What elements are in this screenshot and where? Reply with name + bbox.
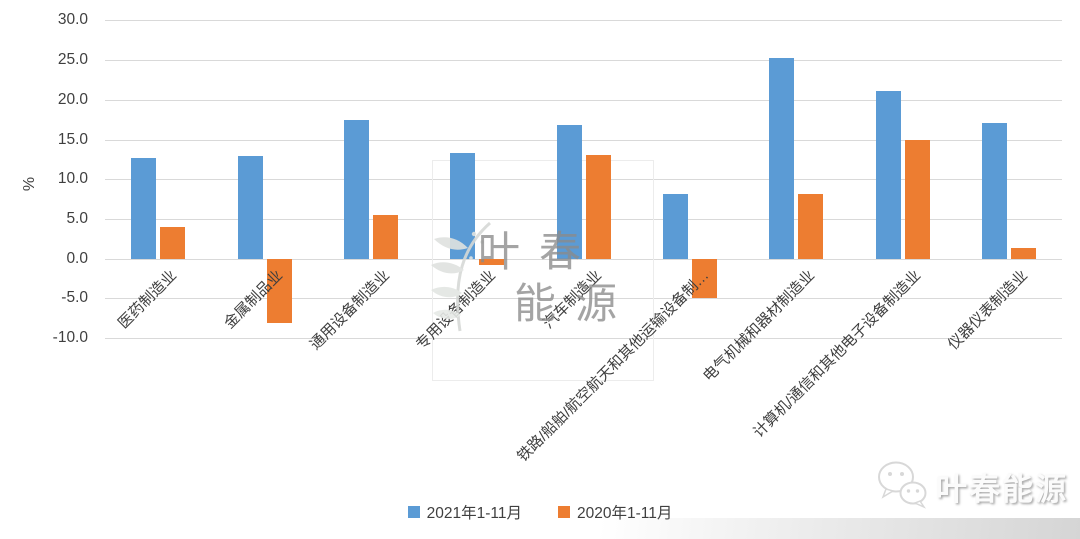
bar-series-2020	[691, 258, 717, 299]
bar-series-2020	[904, 139, 930, 259]
y-tick-label: 0.0	[66, 249, 88, 267]
bar-series-2020	[798, 194, 824, 259]
gridline	[105, 258, 1062, 260]
legend-item: 2020年1-11月	[558, 501, 672, 523]
bar-series-2020	[160, 226, 186, 259]
legend-label: 2021年1-11月	[426, 505, 522, 522]
gridline	[105, 60, 1062, 62]
bar-series-2021	[769, 57, 795, 259]
bar-series-2020	[585, 155, 611, 259]
x-category-label: 仪器仪表制造业	[944, 267, 1031, 354]
bar-series-2020	[266, 258, 292, 323]
center-watermark-box	[432, 160, 654, 381]
center-watermark-line2: 能源	[514, 280, 637, 327]
gridline	[105, 99, 1062, 101]
gridline	[105, 20, 1062, 22]
y-tick-label: 15.0	[57, 130, 88, 148]
bar-series-2020	[1010, 248, 1036, 259]
legend-swatch	[558, 506, 570, 518]
center-watermark-line1: 叶春	[478, 228, 601, 275]
x-category-label: 计算机/通信和其他电子设备制造业	[750, 267, 925, 442]
gridline	[105, 139, 1062, 141]
footer-logo: 叶春能源	[876, 458, 1068, 515]
y-tick-label: -5.0	[61, 289, 88, 307]
legend: 2021年1-11月 2020年1-11月	[0, 501, 1080, 523]
y-tick-label: 25.0	[57, 51, 88, 69]
bar-series-2021	[875, 91, 901, 259]
bar-series-2021	[662, 194, 688, 259]
bar-series-2021	[237, 156, 263, 259]
gridline	[105, 298, 1062, 300]
legend-label: 2020年1-11月	[577, 505, 673, 522]
bar-series-2021	[981, 122, 1007, 259]
wechat-icon	[876, 458, 930, 515]
bar-series-2020	[372, 214, 398, 259]
y-tick-label: -10.0	[52, 329, 88, 346]
y-tick-label: 30.0	[57, 11, 88, 29]
bar-series-2021	[131, 157, 157, 259]
leaf-watermark-icon	[424, 220, 512, 339]
legend-swatch	[407, 506, 420, 518]
footer-brand-text: 叶春能源	[936, 472, 1068, 507]
x-category-label: 电气机械和器材制造业	[700, 267, 819, 386]
gridline	[105, 218, 1062, 220]
bottom-gradient	[600, 518, 1080, 539]
x-category-label: 通用设备制造业	[306, 267, 393, 354]
bar-series-2021	[343, 119, 369, 259]
bar-series-2021	[556, 125, 582, 259]
y-tick-label: 20.0	[57, 90, 88, 108]
y-tick-label: 10.0	[57, 170, 88, 188]
gridline	[105, 338, 1062, 339]
x-category-label: 医药制造业	[115, 267, 181, 333]
legend-item: 2021年1-11月	[407, 501, 522, 523]
y-tick-label: 5.0	[66, 209, 88, 227]
gridline	[105, 179, 1062, 181]
bar-series-2020	[479, 258, 505, 265]
